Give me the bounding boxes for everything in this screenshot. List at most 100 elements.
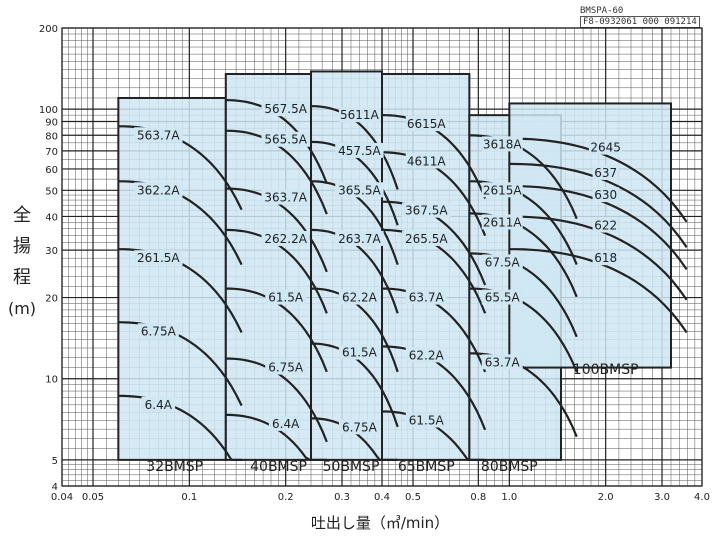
y-axis-title: 全 揚 程 (m) [6, 200, 38, 324]
x-tick-label: 0.8 [470, 492, 486, 503]
x-tick-label: 1.0 [501, 492, 517, 503]
curve-label-bg [134, 250, 183, 266]
y-tick-label: 5 [52, 456, 58, 467]
curve-label: 565.5A [264, 133, 307, 147]
curve-label: 63.7A [409, 291, 445, 305]
curve-label-bg [338, 419, 380, 435]
y-title-char: 全 [13, 205, 31, 226]
curve-label: 62.2A [409, 348, 445, 362]
curve-label-bg [405, 153, 447, 169]
x-tick-label: 0.05 [82, 492, 104, 503]
x-tick-label: 0.5 [405, 492, 421, 503]
curve-label: 262.2A [264, 232, 307, 246]
model-label-40bmsp: 40BMSP [250, 459, 307, 475]
curve-label: 6.75A [342, 420, 378, 434]
curve-label-bg [261, 131, 310, 147]
curve-label: 567.5A [264, 102, 307, 116]
model-label-50bmsp: 50BMSP [323, 459, 380, 475]
x-tick-label: 0.04 [51, 492, 73, 503]
curve-label-bg [335, 182, 384, 198]
curve-label: 2611A [483, 215, 523, 229]
curve-label-bg [141, 396, 176, 412]
model-region-50bmsp [310, 70, 383, 461]
x-tick-label: 0.4 [374, 492, 390, 503]
curve-label: 563.7A [137, 128, 180, 142]
curve-label: 263.7A [338, 232, 381, 246]
curve-label-bg [405, 116, 447, 132]
y-tick-label: 200 [39, 24, 58, 35]
curve-label: 4611A [407, 154, 447, 168]
model-label-65bmsp: 65BMSP [398, 459, 455, 475]
curve-label-bg [592, 187, 619, 203]
curve-label: 67.5A [485, 255, 521, 269]
curve-label: 630 [594, 188, 617, 202]
curve-label-bg [481, 354, 523, 370]
curve-label: 6.75A [268, 361, 304, 375]
curve-label: 3618A [483, 137, 523, 151]
curve-label-bg [137, 323, 179, 339]
curve-label-bg [402, 202, 451, 218]
model-region-65bmsp [381, 73, 471, 461]
curve-label-bg [134, 127, 183, 143]
curve-label-bg [265, 289, 307, 305]
curve-label: 637 [594, 166, 617, 180]
curve-label-bg [405, 347, 447, 363]
y-title-unit: (m) [7, 299, 37, 318]
curve-label-bg [338, 344, 380, 360]
curve-label: 265.5A [405, 232, 448, 246]
curve-label-bg [481, 289, 523, 305]
y-tick-label: 10 [45, 375, 58, 386]
y-tick-label: 20 [45, 294, 58, 305]
curve-label-bg [335, 142, 384, 158]
curve-label-bg [268, 415, 303, 431]
curve-label-bg [134, 182, 183, 198]
curve-label: 618 [594, 251, 617, 265]
y-tick-label: 30 [45, 246, 58, 257]
curve-label: 5611A [340, 108, 380, 122]
curve-label: 457.5A [338, 144, 381, 158]
curve-label-bg [261, 189, 310, 205]
curve-label: 261.5A [137, 251, 180, 265]
curve-label: 61.5A [409, 413, 445, 427]
curve-label-bg [592, 217, 619, 233]
y-title-char: 程 [13, 267, 31, 288]
curve-label-bg [481, 214, 523, 230]
curve-label: 2615A [483, 183, 523, 197]
x-tick-label: 0.1 [181, 492, 197, 503]
curve-label: 2645 [590, 141, 621, 155]
model-labels: 32BMSP 40BMSP 50BMSP 65BMSP 80BMSP 100BMSP [146, 362, 638, 475]
curve-label-bg [261, 101, 310, 117]
curve-label: 62.2A [342, 291, 378, 305]
x-tick-label: 2.0 [598, 492, 614, 503]
y-tick-label: 100 [39, 105, 58, 116]
curve-label: 363.7A [264, 191, 307, 205]
document-code: BMSPA-60 [580, 6, 624, 16]
model-label-80bmsp: 80BMSP [481, 459, 538, 475]
curve-label-bg [405, 289, 447, 305]
curve-label: 61.5A [268, 291, 304, 305]
y-tick-label: 50 [45, 186, 58, 197]
curve-label: 63.7A [485, 355, 521, 369]
curve-label: 6.75A [141, 324, 177, 338]
y-title-char: 揚 [13, 236, 31, 257]
x-tick-label: 4.0 [694, 492, 710, 503]
curve-label: 362.2A [137, 183, 180, 197]
y-tick-label: 80 [45, 131, 58, 142]
curve-label: 6615A [407, 117, 447, 131]
model-label-32bmsp: 32BMSP [146, 459, 203, 475]
curve-label-bg [338, 107, 380, 123]
curve-label-bg [405, 412, 447, 428]
y-tick-label: 40 [45, 212, 58, 223]
curve-label-bg [481, 136, 523, 152]
x-tick-label: 0.2 [278, 492, 294, 503]
curve-label: 367.5A [405, 204, 448, 218]
curve-label-bg [481, 254, 523, 270]
curve-label-bg [338, 289, 380, 305]
x-tick-label: 3.0 [654, 492, 670, 503]
curve-label-bg [592, 164, 619, 180]
curve-label: 65.5A [485, 291, 521, 305]
curve-label: 6.4A [145, 398, 173, 412]
curve-label-bg [592, 250, 619, 266]
model-label-100bmsp: 100BMSP [573, 362, 639, 378]
